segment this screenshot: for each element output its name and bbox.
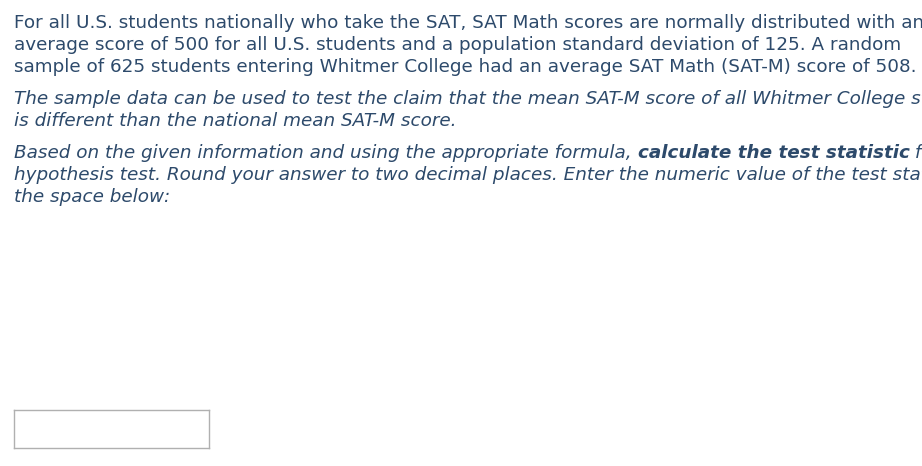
Text: Based on the given information and using the appropriate formula,: Based on the given information and using… bbox=[14, 144, 637, 162]
Text: The sample data can be used to test the claim that the mean SAT-M score of all W: The sample data can be used to test the … bbox=[14, 90, 922, 108]
Text: calculate the test statistic: calculate the test statistic bbox=[637, 144, 909, 162]
Text: hypothesis test. Round your answer to two decimal places. Enter the numeric valu: hypothesis test. Round your answer to tw… bbox=[14, 166, 922, 184]
Text: sample of 625 students entering Whitmer College had an average SAT Math (SAT-M) : sample of 625 students entering Whitmer … bbox=[14, 58, 916, 76]
Text: For all U.S. students nationally who take the SAT, SAT Math scores are normally : For all U.S. students nationally who tak… bbox=[14, 14, 922, 32]
Text: for this: for this bbox=[909, 144, 922, 162]
Text: average score of 500 for all U.S. students and a population standard deviation o: average score of 500 for all U.S. studen… bbox=[14, 36, 901, 54]
Text: the space below:: the space below: bbox=[14, 188, 171, 206]
Text: is different than the national mean SAT-M score.: is different than the national mean SAT-… bbox=[14, 112, 456, 130]
